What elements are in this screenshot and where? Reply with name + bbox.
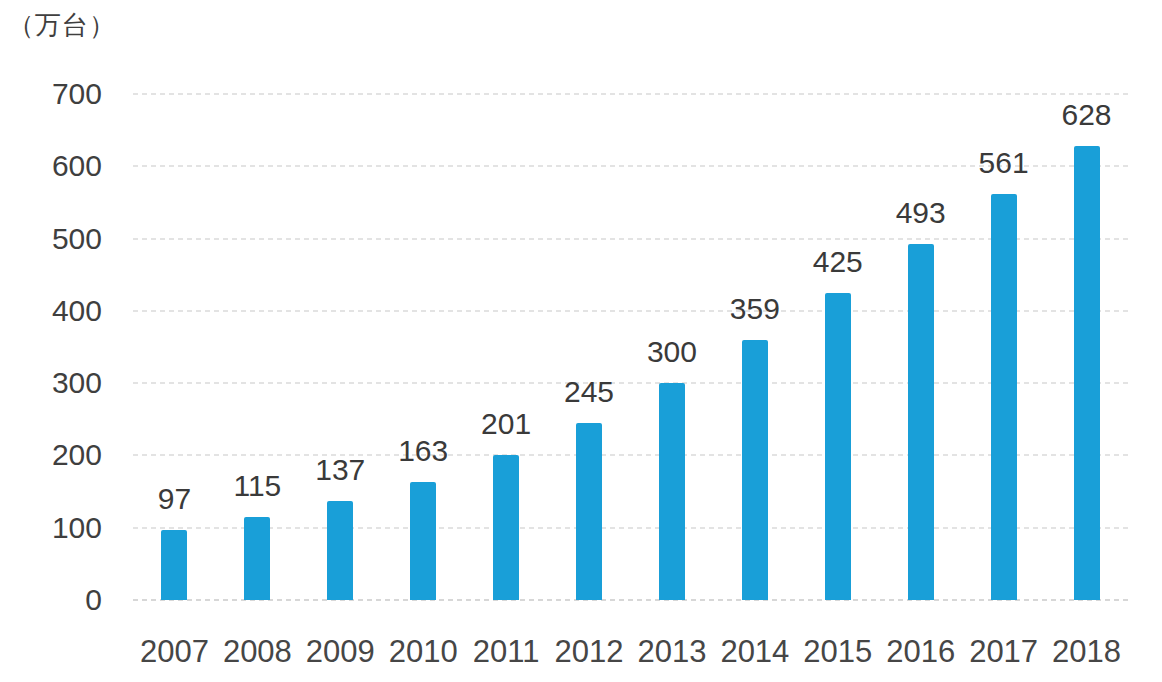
y-axis-tick-label: 200 xyxy=(32,440,102,470)
y-axis-tick-label: 700 xyxy=(32,79,102,109)
gridline-700 xyxy=(133,93,1128,95)
bar-value-label-2014: 359 xyxy=(705,293,805,325)
gridline-500 xyxy=(133,238,1128,240)
bar-value-label-2013: 300 xyxy=(622,336,722,368)
bar-2014 xyxy=(742,340,768,600)
bar-value-label-2015: 425 xyxy=(788,246,888,278)
bar-2018 xyxy=(1074,146,1100,600)
bar-value-label-2018: 628 xyxy=(1037,99,1137,131)
gridline-400 xyxy=(133,310,1128,312)
y-axis-tick-label: 400 xyxy=(32,296,102,326)
bar-2010 xyxy=(410,482,436,600)
gridline-100 xyxy=(133,527,1128,529)
y-axis-tick-label: 500 xyxy=(32,224,102,254)
bar-chart: （万台） 01002003004005006007009720071152008… xyxy=(0,0,1162,682)
bar-value-label-2017: 561 xyxy=(954,147,1054,179)
bar-2007 xyxy=(161,530,187,600)
gridline-200 xyxy=(133,454,1128,456)
bar-value-label-2010: 163 xyxy=(373,435,473,467)
y-axis-tick-label: 0 xyxy=(32,585,102,615)
bar-2008 xyxy=(244,517,270,600)
bar-2013 xyxy=(659,383,685,600)
y-axis-tick-label: 600 xyxy=(32,151,102,181)
bar-2011 xyxy=(493,455,519,600)
bar-value-label-2012: 245 xyxy=(539,376,639,408)
bar-value-label-2011: 201 xyxy=(456,408,556,440)
bar-value-label-2016: 493 xyxy=(871,197,971,229)
x-axis-tick-label-2018: 2018 xyxy=(1037,634,1137,670)
bar-2017 xyxy=(991,194,1017,600)
plot-area: 0100200300400500600700972007115200813720… xyxy=(0,0,1162,682)
y-axis-tick-label: 100 xyxy=(32,513,102,543)
bar-2009 xyxy=(327,501,353,600)
y-axis-tick-label: 300 xyxy=(32,368,102,398)
x-axis-baseline xyxy=(133,599,1128,601)
bar-2012 xyxy=(576,423,602,600)
bar-2015 xyxy=(825,293,851,600)
bar-2016 xyxy=(908,244,934,600)
